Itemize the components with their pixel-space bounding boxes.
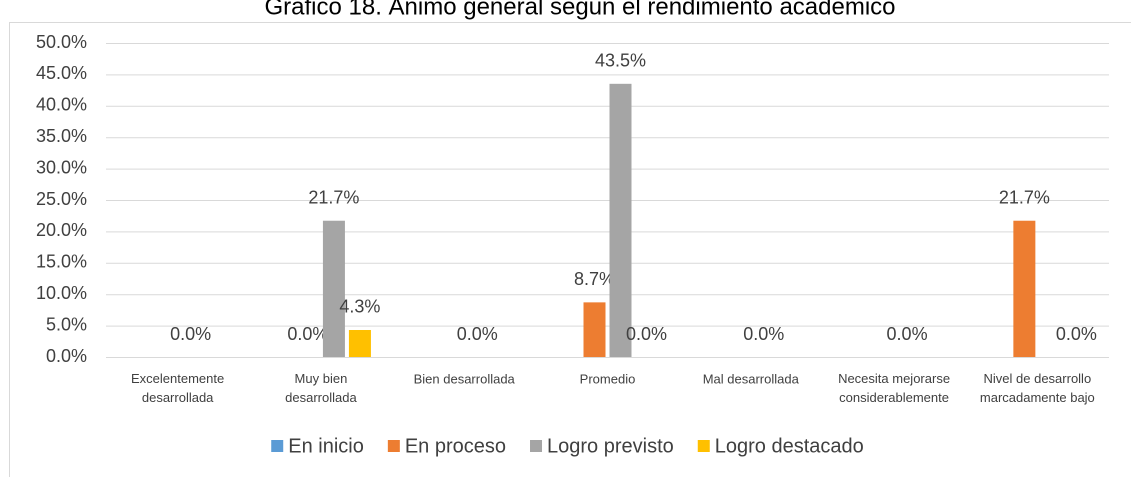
chart-border: [9, 22, 1131, 477]
data-label: 0.0%: [170, 324, 211, 344]
y-tick-label: 5.0%: [46, 314, 87, 334]
legend-label: Logro destacado: [715, 435, 864, 457]
data-label: 0.0%: [887, 324, 928, 344]
x-tick-label-line: Nivel de desarrollo: [984, 371, 1092, 386]
data-label: 0.0%: [626, 324, 667, 344]
bar: [322, 220, 345, 357]
x-tick-label-line: Necesita mejorarse: [838, 371, 950, 386]
x-tick-label-line: Excelentemente: [131, 371, 224, 386]
legend-swatch: [387, 440, 400, 452]
legend-label: En inicio: [288, 435, 364, 457]
y-tick-label: 0.0%: [46, 346, 87, 366]
chart-title: Gráfico 18. Ánimo general según el rendi…: [264, 0, 895, 20]
data-label: 43.5%: [595, 51, 646, 71]
legend-label: En proceso: [405, 435, 506, 457]
data-label: 21.7%: [999, 187, 1050, 207]
x-tick-label-line: desarrollada: [142, 390, 214, 405]
data-label: 4.3%: [339, 297, 380, 317]
data-label: 0.0%: [743, 324, 784, 344]
x-tick-label: Necesita mejorarse considerablemente: [838, 371, 950, 405]
y-tick-label: 25.0%: [36, 189, 87, 209]
y-tick-label: 45.0%: [36, 63, 87, 83]
data-label: 21.7%: [308, 187, 359, 207]
data-label: 0.0%: [457, 324, 498, 344]
y-tick-label: 10.0%: [36, 283, 87, 303]
x-tick-label: Promedio: [580, 371, 636, 386]
x-tick-label-line: Muy bien: [295, 371, 348, 386]
bar: [583, 302, 606, 357]
y-tick-label: 35.0%: [36, 126, 87, 146]
y-tick-label: 20.0%: [36, 220, 87, 240]
data-label: 0.0%: [287, 324, 328, 344]
x-tick-label: Excelentemente desarrollada: [131, 371, 224, 405]
bar: [609, 83, 632, 357]
y-tick-label: 40.0%: [36, 95, 87, 115]
bar: [348, 329, 371, 357]
y-tick-label: 50.0%: [36, 32, 87, 52]
legend-label: Logro previsto: [547, 435, 674, 457]
legend-swatch: [530, 440, 543, 452]
x-tick-label-line: considerablemente: [839, 390, 949, 405]
x-tick-label-line: marcadamente bajo: [980, 390, 1095, 405]
legend-swatch: [271, 440, 284, 452]
legend: En inicio En proceso Logro previsto Logro d…: [271, 435, 864, 457]
x-tick-label: Muy bien desarrollada: [285, 371, 357, 405]
y-tick-label: 30.0%: [36, 157, 87, 177]
x-tick-label: Nivel de desarrollo marcadamente bajo: [980, 371, 1095, 405]
data-label: 8.7%: [574, 269, 615, 289]
bar: [1013, 220, 1036, 357]
x-tick-label-line: desarrollada: [285, 390, 357, 405]
y-tick-label: 15.0%: [36, 252, 87, 272]
x-tick-label: Bien desarrollada: [414, 371, 516, 386]
legend-swatch: [697, 440, 710, 452]
x-tick-label: Mal desarrollada: [703, 371, 800, 386]
data-label: 0.0%: [1056, 324, 1097, 344]
